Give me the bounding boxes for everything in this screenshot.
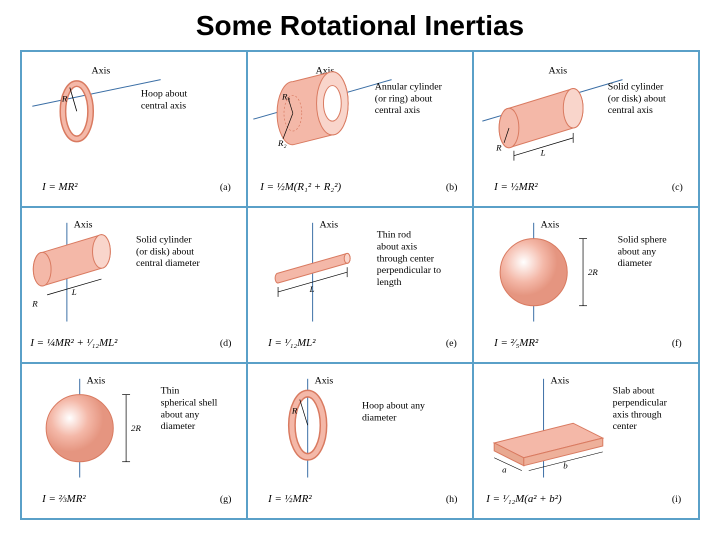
desc-line4: perpendicular to <box>377 265 441 276</box>
axis-label: Axis <box>320 220 339 231</box>
desc-line2: (or disk) about <box>136 246 194 257</box>
diagram-hoop-axial: Axis R Hoop about central axis I = MR² (… <box>22 52 246 206</box>
cell-d: Axis R L Solid cylinder (or disk) about … <box>21 207 247 363</box>
dim-R: R <box>61 93 68 103</box>
formula: I = ²⁄₅MR² <box>493 337 539 349</box>
desc-line1: Annular cylinder <box>375 82 443 93</box>
diagram-solid-cylinder-diameter: Axis R L Solid cylinder (or disk) about … <box>22 208 246 362</box>
cell-f: Axis 2R Solid sphere about any diameter … <box>473 207 699 363</box>
desc-line3: central diameter <box>136 258 200 269</box>
dim-a: a <box>502 465 507 475</box>
cell-e: Axis L Thin rod about axis through cente… <box>247 207 473 363</box>
tag: (a) <box>220 182 231 193</box>
dim-L: L <box>540 148 546 158</box>
desc-line3: central axis <box>608 105 653 116</box>
tag: (g) <box>220 494 232 505</box>
dim-R2: R₂ <box>277 138 287 148</box>
formula: I = ½MR² <box>493 181 538 193</box>
desc-line1: Solid sphere <box>618 235 668 246</box>
cell-b: Axis R₁ R₂ Annular cylinder (or ring) ab… <box>247 51 473 207</box>
diagram-solid-sphere: Axis 2R Solid sphere about any diameter … <box>474 208 698 362</box>
cell-h: Axis R Hoop about any diameter I = ½MR² … <box>247 363 473 519</box>
dim-b: b <box>563 461 568 471</box>
dim-R: R <box>291 405 298 415</box>
desc-line2: (or disk) about <box>608 93 666 104</box>
tag: (i) <box>672 494 681 505</box>
formula: I = ½M(R₁² + R₂²) <box>259 181 341 193</box>
desc-line3: axis through <box>613 409 662 420</box>
tag: (f) <box>672 338 682 349</box>
desc-line2: diameter <box>362 412 397 423</box>
desc-line2: perpendicular <box>613 397 668 408</box>
desc-line3: through center <box>377 253 435 264</box>
cell-g: Axis 2R Thin spherical shell about any d… <box>21 363 247 519</box>
axis-label: Axis <box>550 376 569 387</box>
axis-label: Axis <box>548 66 567 77</box>
axis-label: Axis <box>315 376 334 387</box>
desc-line2: about axis <box>377 241 417 252</box>
desc-line1: Solid cylinder <box>608 82 664 93</box>
axis-label: Axis <box>74 220 93 231</box>
desc-line4: diameter <box>161 421 196 432</box>
dim-L: L <box>309 284 315 294</box>
desc-line2: spherical shell <box>161 397 218 408</box>
axis-label: Axis <box>87 376 106 387</box>
formula: I = ¹⁄₁₂ML² <box>267 337 316 349</box>
cell-c: Axis R L Solid cylinder (or disk) about … <box>473 51 699 207</box>
desc-line2: (or ring) about <box>375 93 433 104</box>
cell-a: Axis R Hoop about central axis I = MR² (… <box>21 51 247 207</box>
dim-R: R <box>495 143 502 153</box>
formula: I = MR² <box>41 181 78 193</box>
dim-R: R <box>31 299 38 309</box>
desc-line1: Solid cylinder <box>136 235 192 246</box>
page-title: Some Rotational Inertias <box>0 0 720 50</box>
diagram-solid-cylinder-axial: Axis R L Solid cylinder (or disk) about … <box>474 52 698 206</box>
axis-label: Axis <box>541 220 560 231</box>
axis-label: Axis <box>92 66 111 77</box>
cell-i: Axis b a Slab about perpendicular axis t… <box>473 363 699 519</box>
formula: I = ¼MR² + ¹⁄₁₂ML² <box>29 337 118 349</box>
desc-line3: about any <box>161 409 200 420</box>
dim-R1: R₁ <box>281 91 291 101</box>
desc-line1: Thin rod <box>377 230 411 241</box>
desc-line3: central axis <box>375 105 420 116</box>
formula: I = ⅔MR² <box>41 493 86 505</box>
desc-line2: central axis <box>141 100 186 111</box>
inertia-grid: Axis R Hoop about central axis I = MR² (… <box>20 50 700 520</box>
diagram-slab: Axis b a Slab about perpendicular axis t… <box>474 364 698 518</box>
desc-line4: center <box>613 421 638 432</box>
tag: (c) <box>672 182 683 193</box>
dim-L: L <box>71 287 77 297</box>
formula: I = ¹⁄₁₂M(a² + b²) <box>485 493 562 505</box>
tag: (d) <box>220 338 232 349</box>
tag: (h) <box>446 494 458 505</box>
diagram-spherical-shell: Axis 2R Thin spherical shell about any d… <box>22 364 246 518</box>
desc-line3: diameter <box>618 258 653 269</box>
desc-line5: length <box>377 277 402 288</box>
desc-line1: Hoop about any <box>362 400 425 411</box>
diagram-thin-rod: Axis L Thin rod about axis through cente… <box>248 208 472 362</box>
dim-2R: 2R <box>588 267 598 277</box>
dim-2R: 2R <box>131 423 141 433</box>
desc-line1: Hoop about <box>141 88 188 99</box>
diagram-annular-cylinder: Axis R₁ R₂ Annular cylinder (or ring) ab… <box>248 52 472 206</box>
desc-line2: about any <box>618 246 657 257</box>
desc-line1: Thin <box>161 386 180 397</box>
tag: (e) <box>446 338 457 349</box>
diagram-hoop-diameter: Axis R Hoop about any diameter I = ½MR² … <box>248 364 472 518</box>
tag: (b) <box>446 182 458 193</box>
formula: I = ½MR² <box>267 493 312 505</box>
desc-line1: Slab about <box>613 386 655 397</box>
